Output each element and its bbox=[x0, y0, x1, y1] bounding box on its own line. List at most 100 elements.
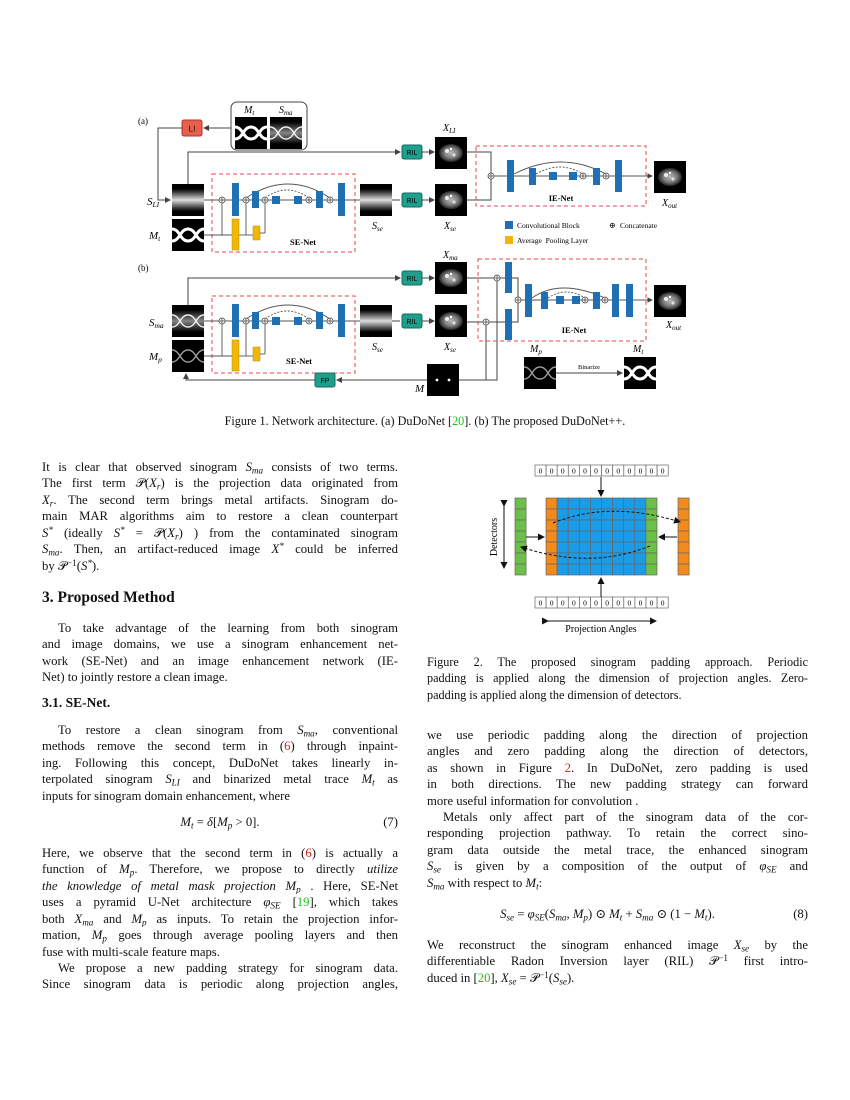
sinogram-cell bbox=[578, 508, 591, 521]
legend-conv-swatch bbox=[505, 221, 513, 229]
figure-2: 0 0 0 0 0 0 0 0 0 0 0 00 0 0 0 0 0 0 0 0 0 0 0 Detectors Proje… bbox=[489, 464, 690, 635]
zero-pad-value: 0 bbox=[594, 598, 598, 607]
mt-label: Mt bbox=[243, 105, 255, 117]
text-line: Sma. Then, an artifact-reduced image X* … bbox=[42, 541, 398, 558]
paragraph-padding: We propose a new padding strategy for si… bbox=[42, 960, 398, 993]
periodic-pad-cell bbox=[677, 519, 690, 532]
equation-7: Mt = δ[Mp > 0]. (7) bbox=[42, 814, 398, 830]
sinogram-cell bbox=[634, 541, 647, 554]
text-line: Metals only affect part of the sinogram … bbox=[443, 810, 808, 824]
equation-reference-link[interactable]: 6 bbox=[284, 739, 291, 754]
metal-mask-label: M bbox=[414, 383, 425, 395]
sinogram-cell bbox=[578, 530, 591, 543]
sinogram-cell bbox=[634, 563, 647, 576]
periodic-pad-cell bbox=[677, 552, 690, 565]
zero-pad-value: 0 bbox=[661, 466, 665, 475]
equation-reference-link[interactable]: 2 bbox=[564, 760, 571, 775]
zero-pad-value: 0 bbox=[605, 598, 609, 607]
zero-pad-value: 0 bbox=[561, 598, 565, 607]
text-line: It is clear that observed sinogram Sma c… bbox=[42, 460, 398, 476]
sinogram-cell bbox=[623, 563, 636, 576]
equation-8-number: (8) bbox=[793, 907, 808, 921]
ie-net-b bbox=[482, 262, 633, 340]
text-line: work (SE-Net) and an image enhancement n… bbox=[42, 653, 398, 668]
sma-input-label: Sma bbox=[149, 317, 164, 330]
sinogram-cell bbox=[578, 519, 591, 532]
text-line: ing. Following this concept, DuDoNet tak… bbox=[42, 755, 398, 770]
text-line: terpolated sinogram SLI and binarized me… bbox=[42, 772, 398, 788]
text-line: Figure 2. The proposed sinogram padding … bbox=[427, 655, 808, 669]
sinogram-cell bbox=[612, 519, 625, 532]
sinogram-cell bbox=[590, 530, 602, 543]
xout-label-a: Xout bbox=[661, 198, 678, 210]
sinogram-cell bbox=[623, 530, 636, 543]
sinogram-cell bbox=[590, 497, 602, 510]
sinogram-cell bbox=[578, 563, 591, 576]
sinogram-cell bbox=[590, 508, 602, 521]
text-line: Figure 1. Network architecture. (a) DuDo… bbox=[224, 414, 626, 428]
sinogram-cell bbox=[590, 541, 602, 554]
text-line: methods remove the second term in (6) th… bbox=[42, 739, 398, 754]
periodic-pad-cell bbox=[677, 563, 690, 576]
equation-7-number: (7) bbox=[383, 815, 398, 829]
sinogram-cell bbox=[545, 530, 558, 543]
text-line: To take advantage of the learning from b… bbox=[58, 621, 398, 635]
sinogram-cell bbox=[590, 552, 602, 565]
ril-label: RIL bbox=[407, 319, 418, 326]
text-line: and image domains, we use a sinogram enh… bbox=[42, 637, 398, 652]
sse-label-b: Sse bbox=[372, 342, 383, 354]
detectors-label: Detectors bbox=[489, 518, 500, 556]
text-line: The first term 𝒫(Xr) is the projection d… bbox=[42, 476, 398, 492]
sinogram-cell bbox=[601, 541, 613, 554]
text-line: differentiable Radon Inversion layer (RI… bbox=[427, 953, 808, 969]
fp-label: FP bbox=[321, 378, 330, 385]
mp-input-label: Mp bbox=[148, 351, 162, 364]
sinogram-cell bbox=[590, 563, 602, 576]
sinogram-cell bbox=[612, 497, 625, 510]
citation-link[interactable]: 19 bbox=[296, 895, 310, 910]
citation-link[interactable]: 20 bbox=[452, 414, 465, 428]
paragraph-intro: It is clear that observed sinogram Sma c… bbox=[42, 459, 398, 574]
periodic-pad-cell bbox=[514, 552, 527, 565]
legend-concat-label: Concatenate bbox=[620, 221, 658, 230]
ril-label: RIL bbox=[407, 198, 418, 205]
text-line: duced in [20], Xse = 𝒫−1(Sse). bbox=[427, 969, 575, 987]
equation-reference-link[interactable]: 6 bbox=[305, 846, 312, 860]
figure-2-caption: Figure 2. The proposed sinogram padding … bbox=[427, 654, 808, 703]
zero-pad-value: 0 bbox=[583, 598, 587, 607]
text-line: angles and zero padding along the direct… bbox=[427, 744, 808, 759]
text-line: in both directions. The new padding stra… bbox=[427, 777, 808, 792]
panel-a-label: (a) bbox=[138, 116, 148, 126]
sinogram-cell bbox=[556, 563, 569, 576]
ie-net-label-b: IE-Net bbox=[562, 325, 587, 335]
xse-label-b: Xse bbox=[443, 342, 456, 354]
zero-pad-value: 0 bbox=[583, 466, 587, 475]
sinogram-cell bbox=[545, 563, 558, 576]
periodic-pad-cell bbox=[514, 508, 527, 521]
text-line: responding projection pathway. To retain… bbox=[427, 826, 808, 841]
sinogram-cell bbox=[645, 530, 658, 543]
ie-net-label-a: IE-Net bbox=[549, 193, 574, 203]
equation-8: Sse = φSE(Sma, Mp) ⊙ Mt + Sma ⊙ (1 − Mt)… bbox=[427, 906, 808, 922]
citation-link[interactable]: 20 bbox=[477, 970, 491, 985]
text-line: To restore a clean sinogram from Sma, co… bbox=[58, 723, 398, 739]
metal-mask-image bbox=[427, 364, 459, 396]
sinogram-cell bbox=[612, 530, 625, 543]
sinogram-cell bbox=[601, 563, 613, 576]
sinogram-cell bbox=[567, 508, 580, 521]
sinogram-cell bbox=[634, 552, 647, 565]
subsection-heading: 3.1. SE-Net. bbox=[42, 695, 111, 710]
text-line: padding is applied along the dimension o… bbox=[427, 671, 808, 686]
periodic-pad-cell bbox=[514, 497, 527, 510]
periodic-pad-cell bbox=[514, 541, 527, 554]
sinogram-cell bbox=[601, 497, 613, 510]
zero-pad-value: 0 bbox=[650, 466, 654, 475]
legend-pool-swatch bbox=[505, 236, 513, 244]
text-line: gram data outside the metal trace, the e… bbox=[427, 842, 808, 857]
sinogram-cell bbox=[612, 508, 625, 521]
zero-pad-value: 0 bbox=[616, 466, 620, 475]
text-line: both Xma and Mp as inputs. To retain the… bbox=[42, 911, 398, 928]
periodic-pad-cell bbox=[677, 541, 690, 554]
ie-net-box-b bbox=[477, 258, 647, 342]
sinogram-cell bbox=[623, 552, 636, 565]
